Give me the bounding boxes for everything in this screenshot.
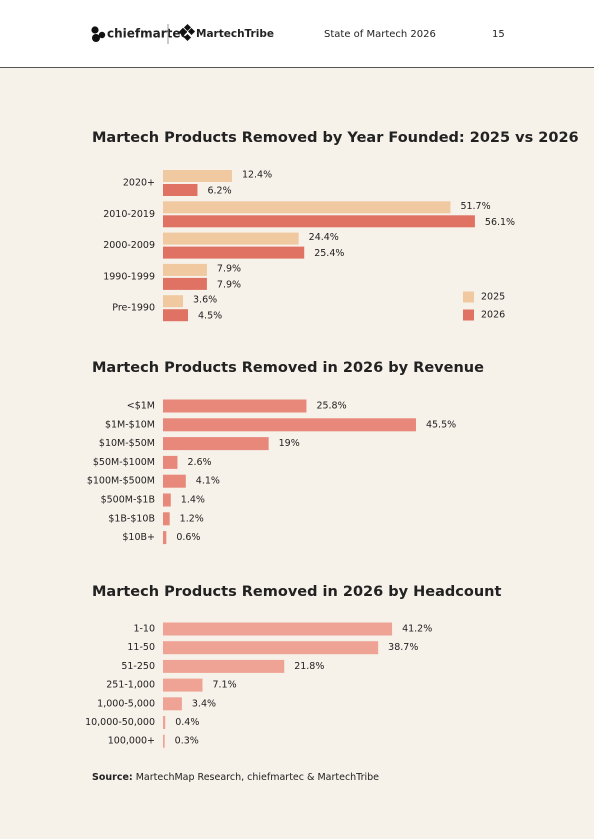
legend-label: 2026 xyxy=(481,310,505,321)
legend-swatch xyxy=(463,291,474,303)
bar xyxy=(163,277,207,290)
category-label: 10,000-50,000 xyxy=(85,717,155,728)
source-label: Source: xyxy=(92,772,133,783)
bar xyxy=(163,184,198,196)
category-label: 2020+ xyxy=(123,178,155,189)
category-label: $10M-$50M xyxy=(99,438,155,449)
source-note: Source: MartechMap Research, chiefmartec… xyxy=(92,772,379,783)
value-label: 3.4% xyxy=(192,698,216,709)
value-label: 7.9% xyxy=(217,263,241,274)
value-label: 19% xyxy=(279,438,300,449)
category-label: <$1M xyxy=(127,401,155,412)
value-label: 7.1% xyxy=(212,680,236,691)
chart-title: Martech Products Removed in 2026 by Reve… xyxy=(92,360,484,376)
bar xyxy=(163,201,451,214)
category-label: 1990-1999 xyxy=(103,271,155,282)
category-label: $50M-$100M xyxy=(93,457,155,468)
bar xyxy=(163,622,393,636)
logo-icon xyxy=(91,26,106,42)
value-label: 51.7% xyxy=(460,201,490,212)
category-label: $1B-$10B xyxy=(108,513,155,524)
category-label: $100M-$500M xyxy=(87,476,155,487)
category-label: 2000-2009 xyxy=(103,240,155,251)
bar xyxy=(163,641,379,655)
chart-title: Martech Products Removed by Year Founded… xyxy=(92,130,579,146)
value-label: 4.5% xyxy=(198,311,222,322)
category-label: 2010-2019 xyxy=(103,209,155,220)
value-label: 0.6% xyxy=(176,532,200,543)
value-label: 2.6% xyxy=(187,457,211,468)
value-label: 56.1% xyxy=(485,217,515,228)
header-title: State of Martech 2026 xyxy=(324,29,436,40)
bar xyxy=(163,215,475,228)
bar xyxy=(163,418,416,432)
value-label: 12.4% xyxy=(242,170,272,181)
bar xyxy=(163,531,167,545)
legend-label: 2025 xyxy=(481,292,505,303)
value-label: 6.2% xyxy=(207,186,231,197)
bar xyxy=(163,659,285,673)
page-number: 15 xyxy=(492,29,505,40)
category-label: 11-50 xyxy=(127,642,155,653)
value-label: 38.7% xyxy=(388,642,418,653)
category-label: 51-250 xyxy=(121,661,155,672)
bar xyxy=(163,512,170,526)
category-label: 1-10 xyxy=(133,624,155,635)
value-label: 1.2% xyxy=(180,513,204,524)
value-label: 21.8% xyxy=(294,661,324,672)
category-label: $1M-$10M xyxy=(105,419,155,430)
value-label: 25.8% xyxy=(316,401,346,412)
bar xyxy=(163,455,178,469)
category-label: $10B+ xyxy=(122,532,155,543)
legend-swatch xyxy=(463,309,474,321)
value-label: 3.6% xyxy=(193,295,217,306)
bar xyxy=(163,263,207,276)
bar xyxy=(163,232,299,245)
bar xyxy=(163,734,165,748)
bar xyxy=(163,399,307,413)
bar xyxy=(163,170,232,182)
bar xyxy=(163,295,184,308)
value-label: 45.5% xyxy=(426,419,456,430)
value-label: 0.4% xyxy=(175,717,199,728)
source-text: MartechMap Research, chiefmartec & Marte… xyxy=(136,772,379,783)
value-label: 25.4% xyxy=(314,248,344,259)
header-band xyxy=(0,0,594,67)
value-label: 4.1% xyxy=(196,476,220,487)
bar xyxy=(163,493,171,507)
bar xyxy=(163,246,305,259)
value-label: 41.2% xyxy=(402,624,432,635)
bar xyxy=(163,437,269,451)
chart-title: Martech Products Removed in 2026 by Head… xyxy=(92,584,501,600)
bar xyxy=(163,697,182,711)
category-label: 251-1,000 xyxy=(106,680,155,691)
bar xyxy=(163,678,203,692)
bar xyxy=(163,716,166,729)
value-label: 7.9% xyxy=(217,279,241,290)
category-label: 100,000+ xyxy=(108,736,155,747)
category-label: $500M-$1B xyxy=(101,495,155,506)
category-label: Pre-1990 xyxy=(112,303,155,314)
bar xyxy=(163,474,186,488)
category-label: 1,000-5,000 xyxy=(97,698,155,709)
value-label: 1.4% xyxy=(181,495,205,506)
value-label: 0.3% xyxy=(175,736,199,747)
brand-name: chiefmartec xyxy=(107,27,188,41)
brand-name: MartechTribe xyxy=(196,28,274,40)
logo-icon xyxy=(178,23,196,42)
value-label: 24.4% xyxy=(309,232,339,243)
bar xyxy=(163,309,189,322)
